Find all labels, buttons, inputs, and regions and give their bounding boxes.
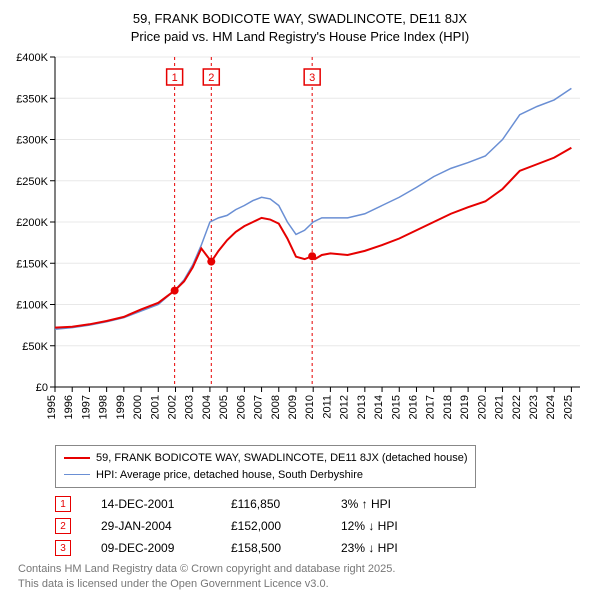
svg-text:1998: 1998 [98,395,110,419]
legend-label: HPI: Average price, detached house, Sout… [96,467,363,484]
svg-text:1: 1 [172,72,178,84]
svg-text:£150K: £150K [16,258,48,270]
svg-text:£350K: £350K [16,93,48,105]
svg-text:2003: 2003 [184,395,196,419]
svg-text:2006: 2006 [235,395,247,419]
transaction-price: £158,500 [231,541,311,555]
legend-item: 59, FRANK BODICOTE WAY, SWADLINCOTE, DE1… [64,450,467,467]
legend-swatch [64,457,90,459]
transaction-row: 1 14-DEC-2001 £116,850 3% ↑ HPI [55,496,590,512]
transaction-date: 09-DEC-2009 [101,541,201,555]
transactions-table: 1 14-DEC-2001 £116,850 3% ↑ HPI 2 29-JAN-2004… [55,496,590,556]
transaction-diff: 23% ↓ HPI [341,541,441,555]
svg-text:2018: 2018 [442,395,454,419]
svg-text:1996: 1996 [63,395,75,419]
transaction-row: 3 09-DEC-2009 £158,500 23% ↓ HPI [55,540,590,556]
svg-text:2007: 2007 [253,395,265,419]
legend-item: HPI: Average price, detached house, Sout… [64,467,467,484]
svg-text:2024: 2024 [545,395,557,419]
transaction-diff: 3% ↑ HPI [341,497,441,511]
svg-text:1999: 1999 [115,395,127,419]
chart-svg: £0 £50K £100K £150K £200K £250K £300K £350K £400… [10,49,590,439]
transaction-price: £116,850 [231,497,311,511]
svg-text:2020: 2020 [476,395,488,419]
svg-text:2012: 2012 [339,395,351,419]
svg-text:1995: 1995 [46,395,58,419]
chart-title: 59, FRANK BODICOTE WAY, SWADLINCOTE, DE1… [10,10,590,45]
svg-text:2005: 2005 [218,395,230,419]
transaction-row: 2 29-JAN-2004 £152,000 12% ↓ HPI [55,518,590,534]
svg-text:2004: 2004 [201,395,213,419]
svg-text:2013: 2013 [356,395,368,419]
svg-text:2008: 2008 [270,395,282,419]
svg-text:2: 2 [208,72,214,84]
footer-line1: Contains HM Land Registry data © Crown c… [18,562,590,577]
svg-text:2017: 2017 [425,395,437,419]
svg-text:3: 3 [309,72,315,84]
title-line1: 59, FRANK BODICOTE WAY, SWADLINCOTE, DE1… [10,10,590,28]
svg-text:£300K: £300K [16,135,48,147]
svg-text:1997: 1997 [80,395,92,419]
svg-text:2009: 2009 [287,395,299,419]
svg-text:2021: 2021 [494,395,506,419]
transaction-diff: 12% ↓ HPI [341,519,441,533]
transaction-date: 14-DEC-2001 [101,497,201,511]
transaction-date: 29-JAN-2004 [101,519,201,533]
svg-text:2023: 2023 [528,395,540,419]
transaction-marker: 1 [55,496,71,512]
svg-text:2019: 2019 [459,395,471,419]
title-line2: Price paid vs. HM Land Registry's House … [10,28,590,46]
svg-text:£0: £0 [36,382,48,394]
svg-text:£250K: £250K [16,176,48,188]
svg-text:2011: 2011 [321,395,333,419]
svg-text:£100K: £100K [16,300,48,312]
svg-text:2022: 2022 [511,395,523,419]
legend-swatch [64,474,90,475]
svg-text:2001: 2001 [149,395,161,419]
svg-text:£50K: £50K [22,341,48,353]
transaction-marker: 3 [55,540,71,556]
svg-text:2015: 2015 [390,395,402,419]
legend-label: 59, FRANK BODICOTE WAY, SWADLINCOTE, DE1… [96,450,467,467]
svg-text:2010: 2010 [304,395,316,419]
svg-text:2016: 2016 [407,395,419,419]
footer: Contains HM Land Registry data © Crown c… [18,562,590,592]
svg-text:2025: 2025 [562,395,574,419]
svg-text:£200K: £200K [16,217,48,229]
legend: 59, FRANK BODICOTE WAY, SWADLINCOTE, DE1… [55,445,476,488]
transaction-price: £152,000 [231,519,311,533]
transaction-marker: 2 [55,518,71,534]
svg-text:2014: 2014 [373,395,385,419]
svg-text:£400K: £400K [16,52,48,64]
line-chart: £0 £50K £100K £150K £200K £250K £300K £350K £400… [10,49,590,439]
svg-text:2000: 2000 [132,395,144,419]
svg-text:2002: 2002 [166,395,178,419]
